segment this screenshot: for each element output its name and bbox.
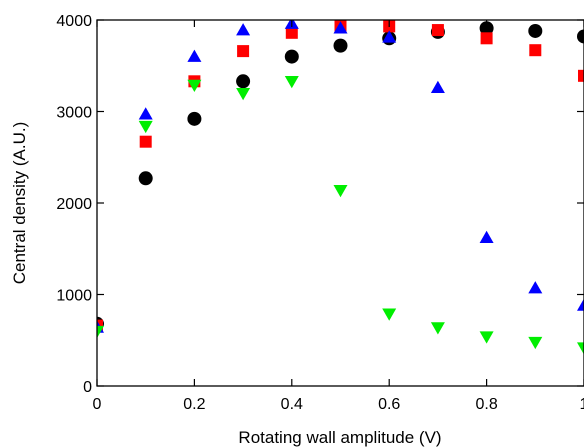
y-tick-label: 2000	[56, 196, 92, 213]
data-point-triangle-up	[236, 23, 251, 36]
plot-border	[96, 19, 584, 387]
x-tick-label: 1	[580, 396, 584, 413]
x-axis-title: Rotating wall amplitude (V)	[238, 428, 441, 447]
data-point-triangle-down	[430, 322, 445, 335]
x-tick-label: 0.8	[475, 396, 497, 413]
series-triangle-down	[97, 76, 584, 355]
data-point-triangle-up	[577, 298, 584, 311]
data-point-circle	[236, 74, 251, 89]
data-points-layer	[97, 20, 584, 355]
data-point-circle	[577, 29, 584, 44]
series-triangle-up	[97, 20, 584, 333]
x-tick-label: 0.4	[281, 396, 303, 413]
data-point-circle	[187, 111, 202, 126]
axis-ticks	[96, 19, 584, 387]
data-point-triangle-down	[138, 120, 153, 134]
data-point-square	[480, 32, 493, 45]
tick-labels: 0 0.2 0.4 0.6 0.8 1 0 1000 2000 3000 4000	[56, 13, 584, 413]
data-point-square	[431, 24, 444, 37]
x-tick-label: 0	[93, 396, 102, 413]
data-point-square	[139, 135, 152, 148]
data-point-triangle-down	[479, 331, 494, 344]
data-point-circle	[479, 21, 494, 36]
data-point-triangle-up	[528, 281, 543, 294]
data-point-triangle-down	[382, 308, 397, 321]
data-point-triangle-up	[187, 49, 202, 62]
data-point-triangle-down	[187, 79, 202, 92]
data-point-triangle-down	[528, 336, 543, 350]
data-point-circle	[528, 23, 543, 38]
data-point-square	[285, 26, 298, 39]
data-point-circle	[333, 38, 348, 53]
data-point-triangle-up	[430, 80, 445, 93]
data-point-triangle-down	[284, 76, 299, 89]
x-tick-label: 0.2	[183, 396, 205, 413]
data-point-triangle-down	[97, 325, 104, 339]
data-point-square	[237, 45, 250, 58]
data-point-triangle-down	[236, 87, 251, 101]
data-point-triangle-up	[479, 230, 494, 244]
data-point-square	[97, 319, 103, 332]
data-point-triangle-up	[382, 30, 397, 43]
y-tick-label: 1000	[56, 288, 92, 305]
series-circle	[97, 21, 584, 331]
data-point-triangle-down	[333, 184, 348, 198]
y-tick-label: 4000	[56, 13, 92, 30]
data-point-triangle-down	[577, 342, 584, 355]
data-point-triangle-up	[138, 107, 153, 120]
data-point-triangle-up	[333, 21, 348, 34]
data-point-circle	[138, 171, 153, 186]
data-point-circle	[284, 49, 299, 64]
y-tick-label: 3000	[56, 105, 92, 122]
y-tick-label: 0	[83, 379, 92, 396]
y-axis-title: Central density (A.U.)	[10, 122, 29, 285]
series-square	[97, 20, 584, 332]
data-point-square	[529, 44, 542, 57]
data-point-square	[578, 69, 584, 82]
x-tick-label: 0.6	[378, 396, 400, 413]
plot-frame	[96, 19, 584, 387]
